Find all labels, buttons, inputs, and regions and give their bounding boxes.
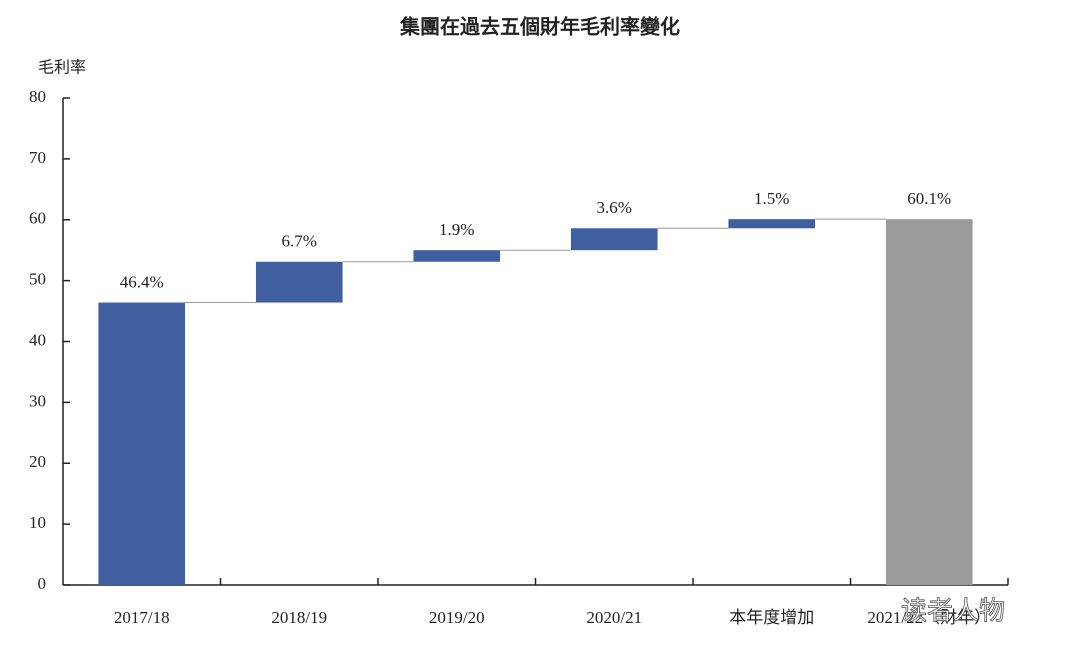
x-tick-label: 本年度增加 (729, 608, 814, 627)
bar (413, 250, 501, 262)
x-tick-label: 2018/19 (271, 608, 327, 627)
value-label: 1.5% (754, 189, 789, 208)
value-label: 60.1% (907, 189, 951, 208)
bar (570, 228, 658, 251)
y-tick-label: 50 (29, 270, 46, 289)
x-tick-label: 2017/18 (114, 608, 170, 627)
value-label: 1.9% (439, 220, 474, 239)
y-tick-label: 40 (29, 330, 46, 349)
chart-title: 集團在過去五個財年毛利率變化 (399, 15, 680, 39)
value-label: 3.6% (597, 198, 632, 217)
bar (728, 219, 816, 229)
x-tick-label: 2020/21 (586, 608, 642, 627)
value-label: 46.4% (120, 272, 164, 291)
y-tick-label: 60 (29, 209, 46, 228)
watermark: 读者人物 (901, 597, 1005, 627)
x-tick-label: 2021/22（財年） (867, 608, 991, 627)
value-label: 6.7% (282, 232, 317, 251)
y-tick-label: 30 (29, 391, 46, 410)
y-tick-label: 80 (29, 87, 46, 106)
bar (885, 219, 973, 586)
bar (255, 261, 343, 303)
y-tick-label: 0 (38, 574, 47, 593)
y-tick-label: 20 (29, 452, 46, 471)
y-tick-label: 10 (29, 513, 46, 532)
bar (98, 302, 186, 585)
y-tick-label: 70 (29, 148, 46, 167)
x-tick-label: 2019/20 (429, 608, 485, 627)
y-axis-label: 毛利率 (38, 58, 86, 77)
